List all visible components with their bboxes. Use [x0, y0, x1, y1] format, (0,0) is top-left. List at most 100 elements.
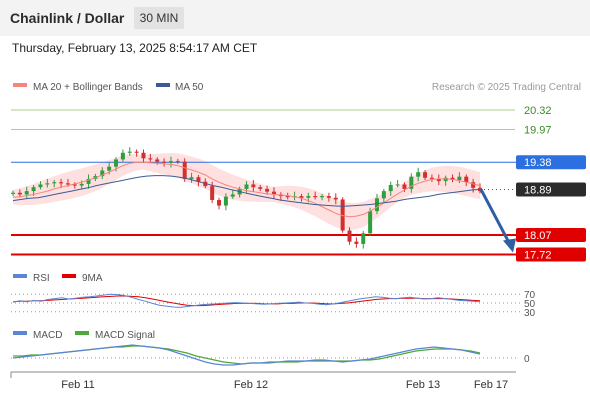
candle-body — [134, 151, 139, 153]
candle-body — [326, 196, 331, 198]
rsi-line — [12, 293, 481, 308]
candle-body — [285, 196, 290, 198]
x-tick-label: Feb 13 — [406, 379, 440, 391]
candle-body — [162, 161, 167, 163]
macd-legend-label: MACD — [33, 330, 62, 341]
candle-body — [374, 198, 379, 212]
candle-body — [52, 182, 57, 184]
price-panel: 20.32 19.97 19.38 18.89 18.07 17.72 — [11, 105, 586, 262]
candle-body — [31, 187, 36, 192]
macd-line — [12, 344, 481, 366]
candle-body — [306, 196, 311, 198]
candle-body — [313, 196, 318, 198]
candle-body — [210, 186, 215, 200]
candle-body — [79, 183, 84, 186]
candle-body — [258, 187, 263, 189]
macd-signal-legend-label: MACD Signal — [95, 330, 155, 341]
candle-body — [175, 161, 180, 163]
candle-body — [114, 159, 119, 167]
level-label-19.97: 19.97 — [524, 124, 552, 136]
rsi-ma-legend-label: 9MA — [82, 273, 103, 284]
rsi-legend: RSI 9MA — [13, 273, 103, 284]
candle-body — [402, 184, 407, 189]
level-label-18.89: 18.89 — [524, 184, 552, 196]
rsi-tick-50: 50 — [524, 299, 536, 310]
candle-body — [11, 192, 15, 194]
header-bar: Chainlink / Dollar 30 MIN — [0, 0, 590, 36]
macd-signal-legend-swatch — [75, 331, 89, 335]
candle-body — [244, 184, 249, 189]
candle-body — [107, 166, 112, 171]
candle-body — [299, 196, 304, 198]
candle-body — [72, 184, 77, 186]
macd-legend-swatch — [13, 331, 27, 335]
macd-panel: 0 — [11, 344, 530, 366]
candle-body — [182, 161, 187, 179]
candle-body — [45, 183, 50, 185]
ma50-legend-swatch — [156, 83, 170, 87]
candle-body — [265, 188, 270, 192]
candle-body — [100, 170, 105, 177]
candle-body — [217, 200, 222, 206]
rsi-legend-swatch — [13, 274, 27, 278]
x-axis: Feb 11 Feb 12 Feb 13 Feb 17 — [10, 371, 516, 391]
candle-body — [86, 178, 91, 184]
candle-body — [361, 233, 366, 244]
candle-body — [251, 184, 256, 188]
level-label-19.38: 19.38 — [524, 157, 552, 169]
candle-body — [436, 178, 441, 182]
price-legend: MA 20 + Bollinger Bands MA 50 Research ©… — [13, 82, 581, 93]
ma20-legend-label: MA 20 + Bollinger Bands — [33, 82, 143, 93]
ma20-legend-swatch — [13, 83, 27, 87]
macd-tick-0: 0 — [524, 354, 530, 365]
candle-body — [443, 177, 448, 182]
level-label-18.07: 18.07 — [524, 230, 552, 242]
candle-body — [223, 196, 228, 206]
candle-body — [155, 159, 160, 162]
candle-body — [340, 199, 345, 231]
macd-signal-line — [13, 345, 481, 365]
candle-body — [354, 241, 359, 244]
candle-body — [409, 176, 414, 189]
candle-body — [333, 197, 338, 200]
candle-body — [38, 184, 43, 188]
level-box-17.72 — [516, 247, 586, 262]
forecast-arrow-shaft — [479, 188, 513, 248]
x-tick-label: Feb 17 — [474, 379, 508, 391]
level-box-18.07 — [516, 228, 586, 242]
level-label-17.72: 17.72 — [524, 249, 552, 261]
candle-body — [127, 151, 132, 153]
candle-body — [141, 152, 146, 159]
forecast-arrow-head — [503, 238, 516, 253]
ma50-line — [12, 175, 481, 207]
candle-body — [416, 172, 421, 177]
candle-body — [381, 191, 386, 199]
candle-body — [429, 177, 434, 179]
candle-body — [196, 177, 201, 182]
candle-body — [230, 194, 235, 197]
level-label-20.32: 20.32 — [524, 105, 552, 117]
candle-body — [148, 158, 153, 160]
candle-body — [65, 183, 70, 185]
macd-legend: MACD MACD Signal — [13, 330, 155, 341]
level-box-19.38 — [516, 155, 586, 170]
candle-body — [120, 152, 125, 160]
level-box-18.89 — [516, 182, 586, 197]
rsi-ma-legend-swatch — [62, 274, 76, 278]
candle-body — [471, 182, 476, 188]
candle-body — [271, 191, 276, 195]
candle-body — [320, 196, 325, 198]
rsi-legend-label: RSI — [33, 273, 50, 284]
chart-title: Chainlink / Dollar — [10, 10, 125, 26]
candle-body — [59, 182, 64, 184]
candle-body — [347, 230, 352, 242]
timestamp: Thursday, February 13, 2025 8:54:17 AM C… — [12, 41, 258, 55]
watermark: Research © 2025 Trading Central — [432, 82, 581, 93]
rsi-tick-30: 30 — [524, 308, 536, 319]
candle-body — [189, 177, 194, 179]
candle-body — [17, 192, 22, 195]
timeframe-button[interactable]: 30 MIN — [134, 7, 184, 29]
